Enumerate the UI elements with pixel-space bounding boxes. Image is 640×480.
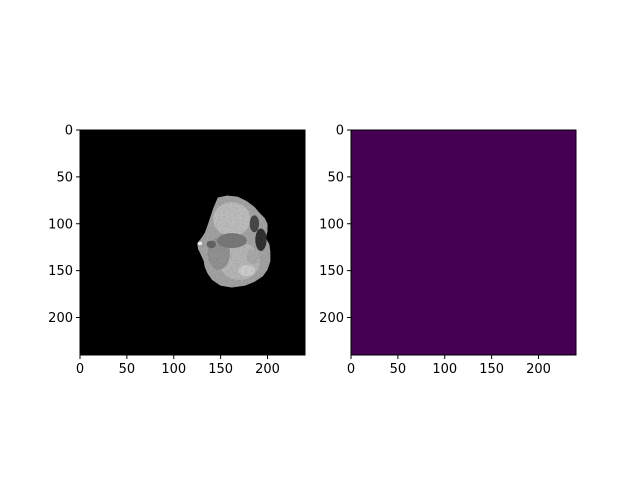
x-tick-label: 200 xyxy=(255,362,280,377)
y-tick-label: 200 xyxy=(48,311,73,326)
x-tick-label: 100 xyxy=(432,362,457,377)
x-tick-label: 50 xyxy=(119,362,136,377)
y-tick-label: 50 xyxy=(327,170,344,185)
brain-slice-image xyxy=(197,195,271,288)
y-tick-label: 200 xyxy=(319,311,344,326)
image-panel-left: 0 50 100 150 200 0 50 100 150 200 xyxy=(48,124,306,378)
brain-region xyxy=(216,233,247,249)
y-tick-label: 150 xyxy=(319,264,344,279)
x-tick-label: 100 xyxy=(161,362,186,377)
brain-region xyxy=(249,215,260,233)
brain-region xyxy=(255,228,267,251)
axes-frame-right xyxy=(350,129,577,356)
brain-region xyxy=(213,202,251,236)
brain-region xyxy=(246,249,260,265)
y-tick-label: 50 xyxy=(56,170,73,185)
y-tick-label: 150 xyxy=(48,264,73,279)
x-tick-label: 200 xyxy=(526,362,551,377)
axis-ticks-right: 0 50 100 150 200 0 50 100 150 200 xyxy=(319,124,551,378)
x-tick-label: 50 xyxy=(390,362,407,377)
x-tick-label: 0 xyxy=(347,362,355,377)
x-tick-label: 150 xyxy=(479,362,504,377)
brain-region xyxy=(206,240,216,249)
y-tick-label: 0 xyxy=(336,124,344,139)
image-panel-right: 0 50 100 150 200 0 50 100 150 200 xyxy=(319,124,577,378)
y-tick-label: 100 xyxy=(48,217,73,232)
axis-ticks-left: 0 50 100 150 200 0 50 100 150 200 xyxy=(48,124,280,378)
mask-image-right xyxy=(351,130,576,355)
brain-region xyxy=(197,241,203,246)
x-tick-label: 150 xyxy=(208,362,233,377)
image-area-left xyxy=(80,130,305,355)
axes-frame-left xyxy=(79,129,306,356)
brain-region xyxy=(238,265,256,277)
y-tick-label: 100 xyxy=(319,217,344,232)
y-tick-label: 0 xyxy=(65,124,73,139)
x-tick-label: 0 xyxy=(76,362,84,377)
